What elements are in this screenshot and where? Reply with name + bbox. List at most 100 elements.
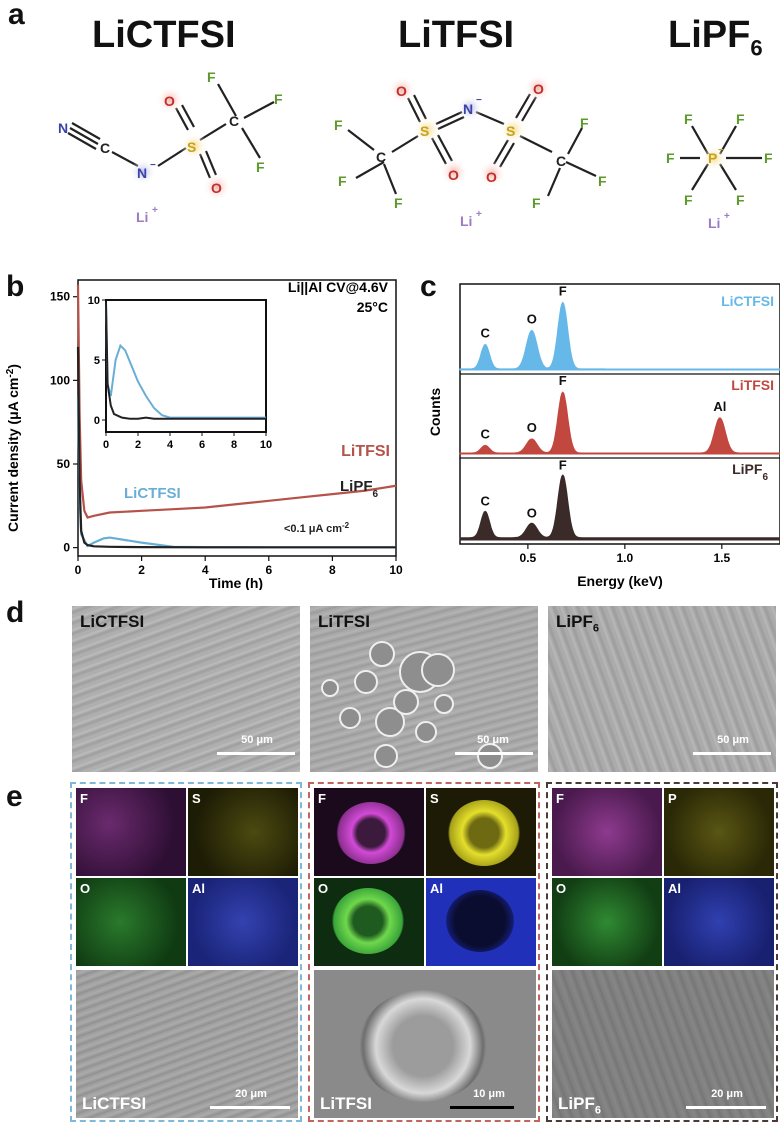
peak-label-c: C xyxy=(481,494,491,509)
x-tick-label: 10 xyxy=(389,563,403,577)
svg-text:+: + xyxy=(152,205,158,216)
peak-label-c: C xyxy=(481,426,491,441)
panel-a-letter: a xyxy=(8,0,25,31)
sem-image-lictfsi: LiCTFSI 50 μm xyxy=(72,606,300,772)
svg-text:F: F xyxy=(684,192,693,208)
panel-b-letter: b xyxy=(6,270,25,303)
annotation-line2: 25°C xyxy=(357,299,388,315)
peak-label-f: F xyxy=(559,457,567,472)
inset-line-lipf6 xyxy=(105,302,266,420)
eds-label-lictfsi: LiCTFSI xyxy=(82,1094,147,1113)
svg-text:S: S xyxy=(420,123,429,139)
svg-text:F: F xyxy=(274,91,283,107)
ylabel-main: Current density (μA cm xyxy=(5,378,21,532)
spectrum-lictfsi xyxy=(459,301,780,371)
chartC-xlabel: Energy (keV) xyxy=(577,573,663,589)
x-tick-label: 1.0 xyxy=(617,551,634,565)
peak-label-f: F xyxy=(559,284,567,299)
salt-title-litfsi: LiTFSI xyxy=(398,14,515,56)
scale-bar xyxy=(455,752,533,755)
svg-text:F: F xyxy=(532,195,541,211)
svg-text:+: + xyxy=(724,211,730,222)
chartC-ylabel: Counts xyxy=(427,388,443,436)
sem-label-litfsi: LiTFSI xyxy=(318,612,370,631)
peak-label-o: O xyxy=(527,505,537,520)
sem-image-litfsi: LiTFSI 50 μm xyxy=(310,606,538,772)
svg-text:O: O xyxy=(396,83,407,99)
inset-x-tick-label: 0 xyxy=(103,439,109,451)
eds-label-lipf6: LiPF6 xyxy=(558,1094,601,1117)
x-tick-label: 2 xyxy=(138,563,145,577)
x-tick-label: 0 xyxy=(75,563,82,577)
svg-text:S: S xyxy=(187,139,196,155)
x-tick-label: 8 xyxy=(329,563,336,577)
salt-title-lipf6: LiPF6 xyxy=(668,14,763,61)
svg-text:F: F xyxy=(580,115,589,131)
eds-label-litfsi: LiTFSI xyxy=(320,1094,372,1113)
svg-text:F: F xyxy=(684,111,693,127)
svg-text:F: F xyxy=(207,69,216,85)
inset-line-lictfsi xyxy=(105,305,266,419)
scale-text: 20 μm xyxy=(235,1088,267,1100)
scale-bar xyxy=(217,752,295,755)
y-tick-label: 50 xyxy=(57,457,71,471)
series-line-litfsi xyxy=(76,285,397,519)
scale-bar xyxy=(450,1106,514,1109)
sem-detail-lipf6: LiPF6 20 μm xyxy=(552,970,774,1118)
eds-map-f: F xyxy=(76,788,186,876)
svg-text:P: P xyxy=(708,150,717,166)
svg-text:F: F xyxy=(764,150,773,166)
peak-label-al: Al xyxy=(713,399,726,414)
eds-group-litfsi: F S O Al LiTFSI 10 μm xyxy=(308,782,540,1122)
x-tick-label: 1.5 xyxy=(713,551,730,565)
x-tick-label: 0.5 xyxy=(520,551,537,565)
sem-label-lictfsi: LiCTFSI xyxy=(80,612,145,631)
sem-detail-lictfsi: LiCTFSI 20 μm xyxy=(76,970,298,1118)
eds-map-s: S xyxy=(188,788,298,876)
svg-text:O: O xyxy=(164,93,175,109)
sem-image-lipf6: LiPF6 50 μm xyxy=(548,606,776,772)
label-litfsi: LiTFSI xyxy=(341,443,390,460)
peak-label-o: O xyxy=(527,312,537,327)
y-tick-label: 150 xyxy=(50,290,70,304)
li-cation-3: Li xyxy=(708,215,720,231)
eds-map-o: O xyxy=(76,878,186,966)
panel-e-letter: e xyxy=(6,780,23,813)
eds-map-f: F xyxy=(314,788,424,876)
note-threshold: <0.1 μA cm-2 xyxy=(284,521,350,536)
trace-label-lictfsi: LiCTFSI xyxy=(721,293,774,309)
svg-text:O: O xyxy=(448,167,459,183)
svg-text:O: O xyxy=(533,81,544,97)
x-tick-label: 4 xyxy=(202,563,209,577)
svg-text:F: F xyxy=(334,117,343,133)
svg-text:−: − xyxy=(476,95,482,106)
panel-d-letter: d xyxy=(6,596,25,629)
svg-text:O: O xyxy=(211,180,222,196)
label-lipf6: LiPF6 xyxy=(340,478,379,500)
inset-frame xyxy=(105,299,267,433)
trace-label-lipf6: LiPF6 xyxy=(732,461,768,483)
svg-text:F: F xyxy=(666,150,675,166)
chartB-xlabel: Time (h) xyxy=(209,575,263,590)
eds-group-lipf6: F P O Al LiPF6 20 μm xyxy=(546,782,778,1122)
label-lictfsi: LiCTFSI xyxy=(124,485,181,502)
eds-map-p: P xyxy=(664,788,774,876)
svg-text:O: O xyxy=(486,169,497,185)
annotation-line1: Li||Al CV@4.6V xyxy=(288,279,389,295)
sem-detail-litfsi: LiTFSI 10 μm xyxy=(314,970,536,1118)
svg-text:C: C xyxy=(376,149,386,165)
scale-text: 10 μm xyxy=(473,1088,505,1100)
inset-x-tick-label: 2 xyxy=(135,439,141,451)
inset-y-tick-label: 10 xyxy=(88,295,100,307)
scale-text: 50 μm xyxy=(241,734,273,746)
y-tick-label: 100 xyxy=(50,373,70,387)
scale-bar xyxy=(686,1106,766,1109)
sem-label-lipf6: LiPF6 xyxy=(556,612,599,635)
peak-label-o: O xyxy=(527,420,537,435)
spectrum-lipf6 xyxy=(459,474,780,541)
svg-text:F: F xyxy=(736,192,745,208)
eds-map-o: O xyxy=(552,878,662,966)
scale-text: 50 μm xyxy=(717,734,749,746)
eds-group-lictfsi: F S O Al LiCTFSI 20 μm xyxy=(70,782,302,1122)
